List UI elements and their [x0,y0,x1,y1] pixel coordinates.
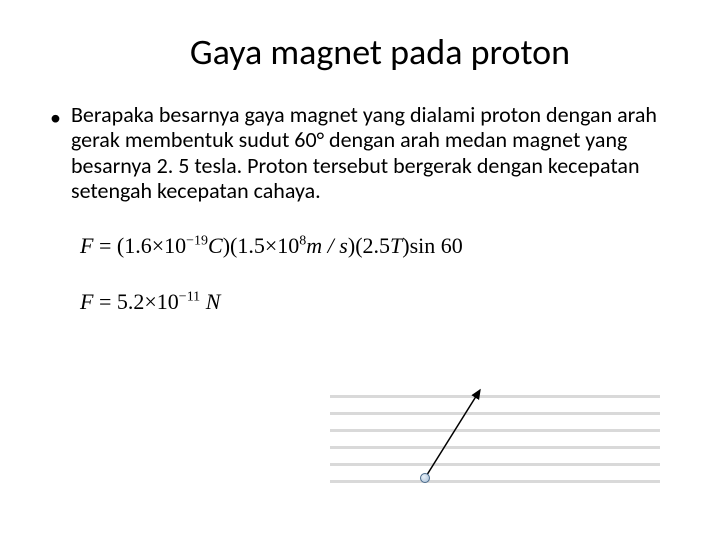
eq1-p1b: × [152,233,164,258]
eq1-p2a: (1.5 [230,233,265,258]
slide-title: Gaya magnet pada proton [90,30,670,74]
eq2-unit: N [200,289,220,314]
equation-force-result: F = 5.2×10−11 N [80,289,670,315]
equation-force-formula: F = (1.6×10−19C)(1.5×108m / s)(2.5T)sin … [80,233,670,259]
eq1-p1close: ) [223,233,230,258]
eq2-equals: = [93,289,116,314]
eq1-p2c: 10 [277,233,299,258]
eq1-trig: sin 60 [410,233,463,258]
eq2-val: 5.2 [117,289,145,314]
eq2-base: 10 [157,289,179,314]
velocity-arrow [330,380,670,510]
eq1-p1a: (1.6 [117,233,152,258]
arrow-line [425,390,480,478]
eq2-lhs: F [80,289,93,314]
eq1-p2unit: m / s [306,233,348,258]
eq1-equals: = [93,233,116,258]
eq1-p3close: ) [402,233,409,258]
field-diagram [330,380,670,510]
body-text: Berapaka besarnya gaya magnet yang diala… [71,102,670,203]
bullet-item: • Berapaka besarnya gaya magnet yang dia… [50,102,670,203]
eq2-times: × [144,289,156,314]
eq2-exp: −11 [179,290,200,305]
proton-particle [420,473,430,483]
eq1-p2b: × [265,233,277,258]
eq1-p3unit: T [390,233,402,258]
eq1-p1exp: −19 [186,234,208,249]
bullet-marker: • [50,104,61,131]
eq1-lhs: F [80,233,93,258]
eq1-p1c: 10 [164,233,186,258]
eq1-p3: (2.5 [355,233,390,258]
eq1-p1unit: C [208,233,223,258]
